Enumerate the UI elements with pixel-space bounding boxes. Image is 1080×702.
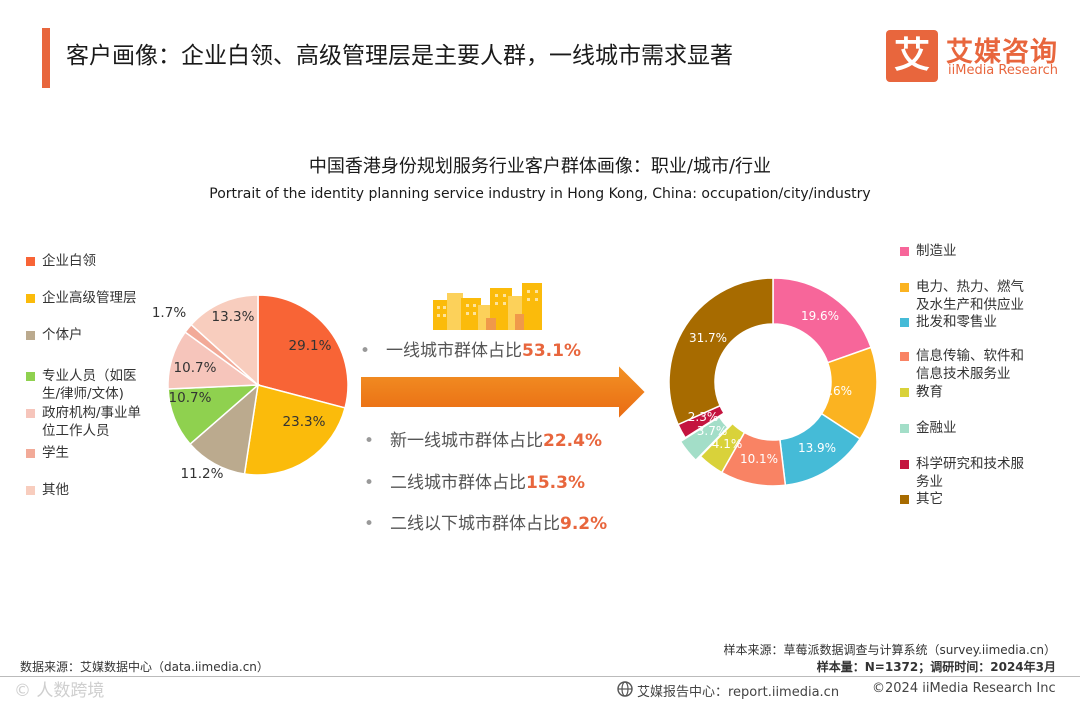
legend-swatch xyxy=(900,247,909,256)
legend-label: 其它 xyxy=(916,491,943,507)
legend-label: 电力、热力、燃气 及水生产和供应业 xyxy=(916,279,1024,313)
legend-label: 其他 xyxy=(42,482,69,498)
sample-source: 样本来源：草莓派数据调查与计算系统（survey.iimedia.cn） xyxy=(723,643,1056,657)
copyright: ©2024 iiMedia Research Inc xyxy=(872,681,1056,696)
donut-data-label: 13.9% xyxy=(798,441,836,455)
donut-data-label: 19.6% xyxy=(801,309,839,323)
legend-label: 企业白领 xyxy=(42,253,96,269)
legend-label: 个体户 xyxy=(42,327,83,343)
legend-label: 政府机构/事业单 位工作人员 xyxy=(42,405,142,439)
legend-label: 批发和零售业 xyxy=(916,314,997,330)
bullet-icon: • xyxy=(364,431,375,451)
pie-data-label: 1.7% xyxy=(152,305,186,321)
sample-info: 样本量：N=1372；调研时间：2024年3月 xyxy=(816,660,1056,674)
bullet-icon: • xyxy=(360,341,371,361)
city-share-item: • 二线以下城市群体占比9.2% xyxy=(364,509,607,534)
legend-swatch xyxy=(900,352,909,361)
donut-data-label: 14.6% xyxy=(814,384,852,398)
legend-swatch xyxy=(900,283,909,292)
legend-swatch xyxy=(26,257,35,266)
legend-swatch xyxy=(26,486,35,495)
pie-data-label: 23.3% xyxy=(283,414,326,430)
logo-text-cn: 艾媒咨询 xyxy=(946,37,1058,68)
legend-swatch xyxy=(26,409,35,418)
logo-icon: 艾 xyxy=(886,30,938,82)
chart-title: 中国香港身份规划服务行业客户群体画像：职业/城市/行业 xyxy=(308,156,772,177)
legend-label: 学生 xyxy=(42,445,69,461)
logo-text-en: iiMedia Research xyxy=(948,63,1059,78)
pie-data-label: 10.7% xyxy=(174,360,217,376)
city-share-value: 15.3% xyxy=(526,473,585,493)
pie-data-label: 13.3% xyxy=(212,309,255,325)
city-share-value: 53.1% xyxy=(522,341,581,361)
city-share-label: 新一线城市群体占比 xyxy=(390,431,543,451)
pie-slice xyxy=(257,294,349,409)
donut-data-label: 3.7% xyxy=(697,424,728,438)
watermark: © 人数跨境 xyxy=(14,681,105,701)
legend-swatch xyxy=(900,495,909,504)
title-accent-bar xyxy=(42,28,50,88)
city-share-label: 二线以下城市群体占比 xyxy=(390,514,560,534)
city-share-item: • 新一线城市群体占比22.4% xyxy=(364,426,602,451)
legend-swatch xyxy=(900,318,909,327)
donut-data-label: 31.7% xyxy=(689,331,727,345)
legend-swatch xyxy=(26,331,35,340)
pie-slice xyxy=(190,294,259,387)
logo: 艾 艾媒咨询 iiMedia Research xyxy=(886,30,1066,82)
footer-divider xyxy=(0,676,1080,677)
pie-data-label: 10.7% xyxy=(169,390,212,406)
legend-label: 专业人员（如医 生/律师/文体) xyxy=(42,368,137,402)
legend-label: 金融业 xyxy=(916,420,957,436)
city-share-label: 一线城市群体占比 xyxy=(386,341,522,361)
legend-label: 制造业 xyxy=(916,243,957,259)
city-share-label: 二线城市群体占比 xyxy=(390,473,526,493)
city-share-item: • 二线城市群体占比15.3% xyxy=(364,468,585,493)
donut-data-label: 10.1% xyxy=(740,452,778,466)
chart-subtitle: Portrait of the identity planning servic… xyxy=(209,186,871,202)
pie-data-label: 11.2% xyxy=(181,466,224,482)
city-share-item: • 一线城市群体占比53.1% xyxy=(360,336,581,361)
pie-slice xyxy=(243,384,346,476)
city-share-value: 9.2% xyxy=(560,514,608,534)
page-title: 客户画像：企业白领、高级管理层是主要人群，一线城市需求显著 xyxy=(66,43,733,69)
legend-label: 教育 xyxy=(916,384,943,400)
legend-swatch xyxy=(900,388,909,397)
legend-swatch xyxy=(900,424,909,433)
legend-label: 科学研究和技术服 务业 xyxy=(916,456,1024,490)
legend-swatch xyxy=(26,294,35,303)
city-share-value: 22.4% xyxy=(543,431,602,451)
donut-segment xyxy=(668,277,774,426)
legend-label: 信息传输、软件和 信息技术服务业 xyxy=(916,348,1024,382)
data-source: 数据来源：艾媒数据中心（data.iimedia.cn） xyxy=(20,660,269,674)
donut-segment xyxy=(699,422,746,474)
legend-swatch xyxy=(900,460,909,469)
legend-label: 企业高级管理层 xyxy=(42,290,137,306)
donut-data-label: 4.1% xyxy=(712,437,743,451)
bullet-icon: • xyxy=(364,473,375,493)
donut-data-label: 2.3% xyxy=(688,410,719,424)
legend-swatch xyxy=(26,449,35,458)
bullet-icon: • xyxy=(364,514,375,534)
legend-swatch xyxy=(26,372,35,381)
pie-data-label: 29.1% xyxy=(289,338,332,354)
pie-slice xyxy=(189,383,260,475)
report-center-link[interactable]: 艾媒报告中心：report.iimedia.cn xyxy=(637,685,840,700)
